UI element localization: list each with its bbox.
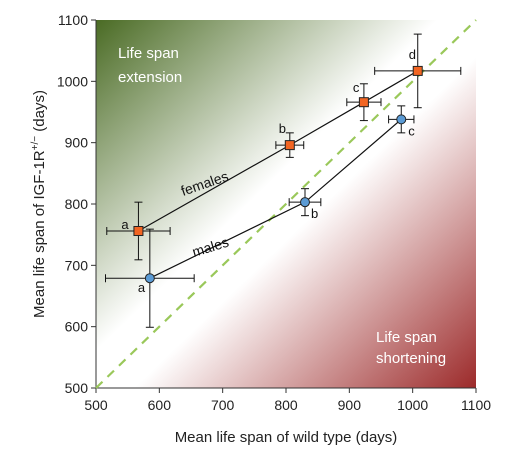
x-tick-label: 700 bbox=[211, 397, 235, 413]
x-axis-label: Mean life span of wild type (days) bbox=[175, 429, 398, 446]
series-line-females bbox=[138, 70, 419, 232]
point-label-females: a bbox=[121, 217, 129, 232]
y-axis-label-main: Mean life span of IGF-1R bbox=[31, 150, 48, 318]
region-lower-line1: Life span bbox=[376, 329, 437, 346]
data-point-females bbox=[412, 65, 423, 76]
point-label-males: b bbox=[311, 206, 318, 221]
y-tick-label: 900 bbox=[65, 135, 89, 151]
y-axis-label: Mean life span of IGF-1R+/− (days) bbox=[30, 90, 48, 318]
point-label-females: d bbox=[409, 47, 416, 62]
data-point-females bbox=[284, 140, 295, 151]
x-tick-label: 600 bbox=[148, 397, 172, 413]
point-label-males: c bbox=[408, 123, 415, 138]
x-tick-label: 1000 bbox=[397, 397, 428, 413]
point-labels: a b c d a b c bbox=[121, 47, 416, 295]
point-label-females: c bbox=[353, 80, 360, 95]
x-tick-label: 1100 bbox=[461, 397, 491, 413]
y-tick-label: 1000 bbox=[57, 73, 88, 89]
x-tick-label: 800 bbox=[274, 397, 298, 413]
region-upper-line2: extension bbox=[118, 69, 182, 86]
y-tick-label: 1100 bbox=[58, 12, 88, 28]
y-tick-label: 600 bbox=[65, 319, 89, 335]
y-tick-label: 700 bbox=[65, 257, 89, 273]
point-label-males: a bbox=[138, 280, 146, 295]
diagonal-line bbox=[95, 19, 477, 389]
y-axis-label-tail: (days) bbox=[31, 90, 48, 136]
x-tick-label: 900 bbox=[338, 397, 362, 413]
data-point-males bbox=[300, 197, 310, 208]
markers bbox=[133, 65, 423, 284]
region-upper-line1: Life span bbox=[118, 45, 179, 62]
data-point-females bbox=[133, 225, 144, 236]
y-tick-label: 800 bbox=[65, 196, 89, 212]
y-tick-label: 500 bbox=[65, 380, 89, 396]
x-tick-label: 500 bbox=[84, 397, 108, 413]
point-label-females: b bbox=[279, 121, 286, 136]
data-point-females bbox=[358, 97, 369, 108]
y-axis-label-sup: +/− bbox=[30, 136, 41, 151]
axis-ticks: 500 600 700 800 900 1000 1100 500 600 700 800 900 10… bbox=[57, 12, 491, 413]
data-point-males bbox=[396, 114, 407, 125]
data-point-males bbox=[144, 273, 155, 284]
region-lower-line2: shortening bbox=[376, 350, 446, 367]
